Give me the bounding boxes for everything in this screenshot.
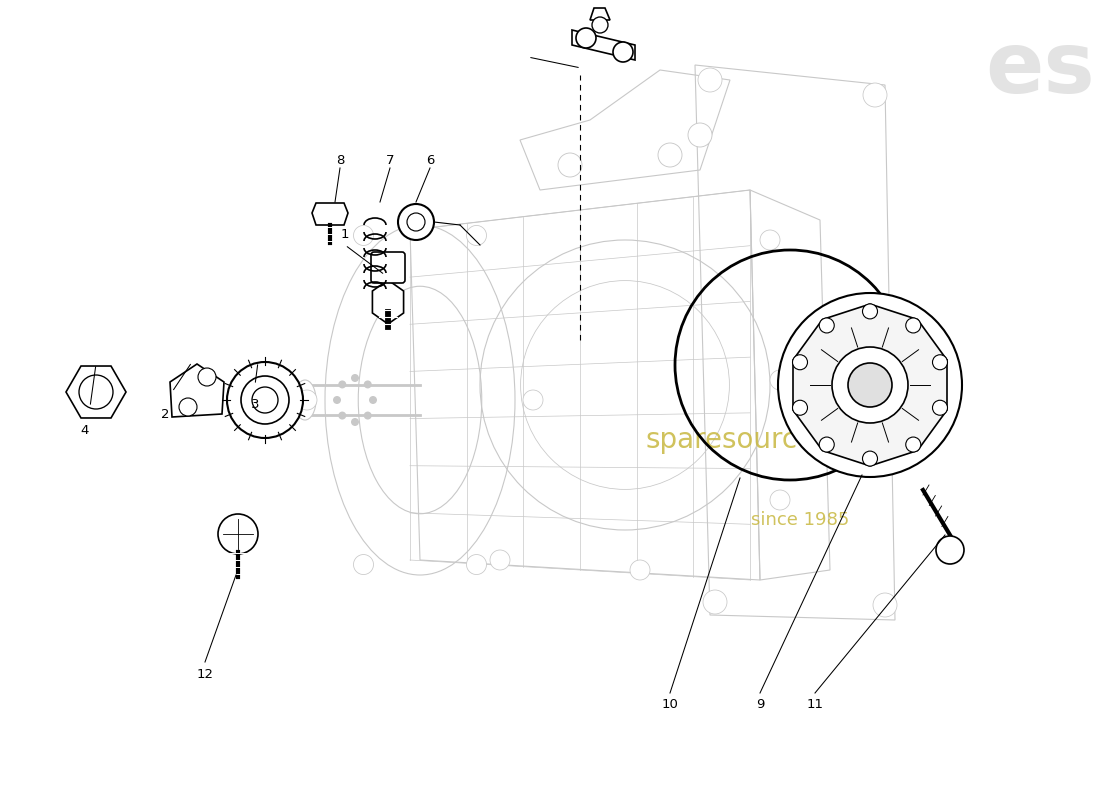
Circle shape: [368, 396, 377, 404]
Text: 9: 9: [756, 698, 764, 711]
Text: 7: 7: [386, 154, 394, 166]
Circle shape: [252, 387, 278, 413]
Circle shape: [490, 550, 510, 570]
Circle shape: [227, 362, 302, 438]
Circle shape: [832, 347, 908, 423]
Circle shape: [79, 375, 113, 409]
Circle shape: [658, 143, 682, 167]
Text: es: es: [986, 29, 1094, 111]
Circle shape: [792, 400, 807, 415]
Text: 3: 3: [251, 398, 260, 411]
Text: 10: 10: [661, 698, 679, 711]
FancyBboxPatch shape: [371, 252, 405, 283]
Circle shape: [558, 153, 582, 177]
Circle shape: [613, 42, 632, 62]
Circle shape: [364, 411, 372, 419]
Text: 8: 8: [336, 154, 344, 166]
Circle shape: [351, 374, 359, 382]
Polygon shape: [793, 304, 947, 466]
Circle shape: [820, 437, 834, 452]
Circle shape: [862, 304, 878, 319]
Circle shape: [862, 451, 878, 466]
Circle shape: [630, 560, 650, 580]
Circle shape: [873, 593, 896, 617]
Circle shape: [339, 411, 346, 419]
Circle shape: [933, 400, 947, 415]
Circle shape: [241, 376, 289, 424]
Circle shape: [466, 226, 486, 246]
Circle shape: [179, 398, 197, 416]
Circle shape: [339, 381, 346, 389]
Polygon shape: [373, 280, 404, 324]
Text: 2: 2: [161, 409, 169, 422]
Circle shape: [703, 590, 727, 614]
Circle shape: [218, 514, 258, 554]
Text: 6: 6: [426, 154, 434, 166]
Circle shape: [778, 293, 962, 477]
Text: 1: 1: [341, 229, 350, 242]
Circle shape: [770, 490, 790, 510]
Circle shape: [466, 554, 486, 574]
Polygon shape: [312, 203, 348, 225]
Circle shape: [698, 68, 722, 92]
Circle shape: [522, 390, 543, 410]
Text: 12: 12: [197, 669, 213, 682]
Text: 4: 4: [80, 423, 89, 437]
Circle shape: [760, 230, 780, 250]
Circle shape: [848, 363, 892, 407]
Circle shape: [770, 370, 790, 390]
Polygon shape: [66, 366, 126, 418]
Circle shape: [351, 418, 359, 426]
Text: 11: 11: [806, 698, 824, 711]
Circle shape: [198, 368, 216, 386]
Polygon shape: [170, 364, 224, 417]
Circle shape: [864, 83, 887, 107]
Circle shape: [905, 437, 921, 452]
Circle shape: [353, 554, 374, 574]
Ellipse shape: [294, 380, 316, 420]
Polygon shape: [590, 8, 610, 20]
Circle shape: [820, 318, 834, 333]
Circle shape: [297, 390, 317, 410]
Circle shape: [398, 204, 434, 240]
Circle shape: [688, 123, 712, 147]
Circle shape: [905, 318, 921, 333]
Circle shape: [936, 536, 964, 564]
Circle shape: [933, 354, 947, 370]
Text: sparesource: sparesource: [646, 426, 815, 454]
Circle shape: [353, 226, 374, 246]
Circle shape: [592, 17, 608, 33]
Circle shape: [576, 28, 596, 48]
Circle shape: [792, 354, 807, 370]
Circle shape: [333, 396, 341, 404]
Circle shape: [364, 381, 372, 389]
Circle shape: [407, 213, 425, 231]
Polygon shape: [572, 30, 635, 60]
Text: since 1985: since 1985: [751, 511, 849, 529]
